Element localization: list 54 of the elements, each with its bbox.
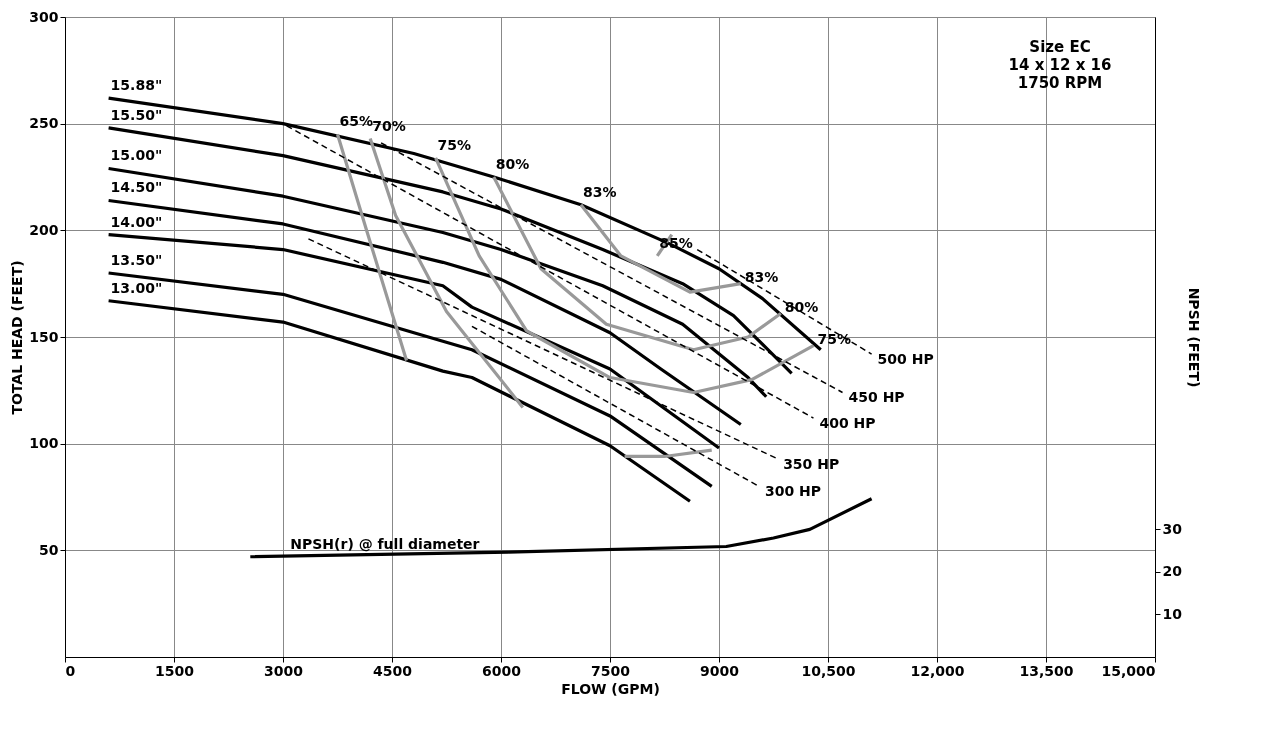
y-axis-title: TOTAL HEAD (FEET) [9, 260, 26, 415]
series-label: 15.50" [110, 106, 163, 123]
y-tick-label: 100 [29, 435, 59, 452]
x-tick-label: 13,500 [1019, 662, 1074, 679]
line-series [248, 497, 874, 559]
x-axis-title: FLOW (GPM) [561, 680, 660, 697]
y2-axis-title: NPSH (FEET) [1185, 287, 1202, 388]
line-series [107, 299, 692, 503]
annotation: Size EC [1029, 38, 1091, 56]
series-label: 13.50" [110, 252, 163, 268]
x-tick-label: 15,000 [1101, 662, 1156, 679]
x-tick-label: 4500 [373, 662, 413, 679]
y-tick-label: 200 [29, 221, 59, 238]
line-series [107, 198, 743, 427]
y2-tick-label: 20 [1162, 563, 1183, 580]
x-tick-label: 12,000 [910, 662, 965, 679]
series-label: 70% [372, 117, 406, 134]
series-label: 300 HP [764, 483, 822, 500]
annotation: 80% [784, 298, 819, 315]
series-label: 400 HP [819, 415, 876, 432]
x-tick-label: 3000 [264, 662, 304, 679]
y2-tick-label: 10 [1162, 605, 1183, 622]
series-label: 13.00" [110, 279, 163, 296]
x-tick-label: 1500 [155, 662, 195, 679]
series-label: 14.00" [110, 213, 163, 230]
x-tick-label: 0 [65, 662, 76, 679]
y-tick-label: 250 [29, 115, 59, 132]
annotation: 75% [817, 330, 851, 347]
series-label: 450 HP [848, 389, 905, 406]
series-label: NPSH(r) @ full diameter [290, 535, 480, 552]
y-tick-label: 150 [29, 328, 59, 345]
x-tick-label: 6000 [482, 662, 522, 679]
line-series [579, 203, 743, 294]
y-tick-label: 300 [29, 8, 59, 25]
annotation: 83% [744, 268, 779, 285]
annotation: 1750 RPM [1017, 74, 1103, 92]
series-label: 80% [495, 156, 530, 172]
line-series [492, 175, 783, 352]
annotation: 14 x 12 x 16 [1008, 56, 1112, 74]
x-tick-label: 7500 [591, 662, 631, 679]
series-label: 83% [582, 183, 617, 200]
y-tick-label: 50 [39, 541, 59, 558]
series-label: 14.50" [110, 179, 163, 196]
series-label: 500 HP [877, 351, 934, 368]
series-label: 15.00" [110, 147, 163, 164]
line-series [107, 271, 714, 488]
series-label: 65% [339, 113, 374, 130]
x-tick-label: 9000 [700, 662, 740, 679]
series-label: 15.88" [110, 77, 163, 94]
y2-tick-label: 30 [1162, 520, 1183, 537]
series-label: 75% [437, 136, 472, 153]
x-tick-label: 10,500 [801, 662, 856, 679]
series-label: 350 HP [783, 455, 840, 472]
line-series [434, 156, 816, 395]
